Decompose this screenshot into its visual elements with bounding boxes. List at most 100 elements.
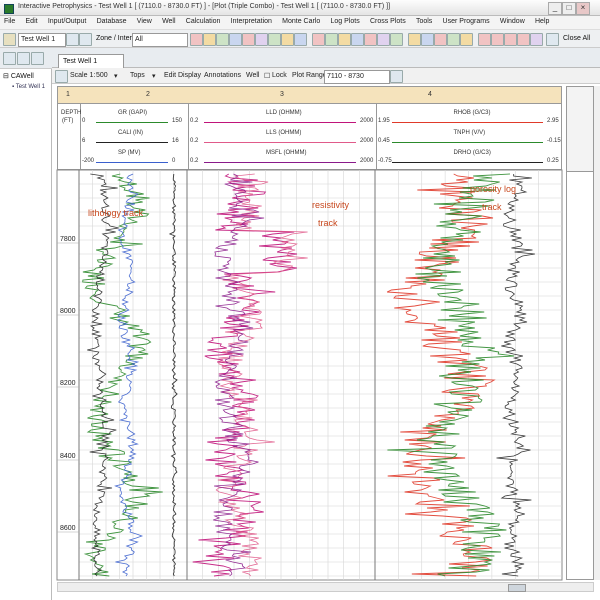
maximize-button[interactable]: □ bbox=[562, 2, 576, 15]
menu-bar: File Edit Input/Output Database View Wel… bbox=[0, 16, 600, 30]
track-number-3: 3 bbox=[280, 91, 284, 98]
tool-icon-19[interactable] bbox=[434, 33, 447, 46]
close-all-button[interactable]: Close All bbox=[563, 35, 591, 42]
tool-icon-10[interactable] bbox=[312, 33, 325, 46]
menu-user-programs[interactable]: User Programs bbox=[442, 18, 490, 25]
menu-view[interactable]: View bbox=[136, 18, 152, 25]
tool-icon-22[interactable] bbox=[478, 33, 491, 46]
tool-icon-25[interactable] bbox=[517, 33, 530, 46]
tool-icon-18[interactable] bbox=[421, 33, 434, 46]
interval-select[interactable]: All bbox=[132, 33, 188, 47]
track4-curve-max-0: 2.95 bbox=[547, 118, 559, 124]
tool-icon-21[interactable] bbox=[460, 33, 473, 46]
lls-curve bbox=[215, 173, 308, 577]
menu-calculation[interactable]: Calculation bbox=[185, 18, 221, 25]
menu-file[interactable]: File bbox=[4, 18, 16, 25]
plot-range-select[interactable]: 7110 - 8730 bbox=[324, 70, 390, 84]
scale-dropdown-icon[interactable]: ▾ bbox=[114, 73, 118, 80]
save-icon[interactable] bbox=[79, 33, 92, 46]
tool-icon-6[interactable] bbox=[255, 33, 268, 46]
minimize-button[interactable]: _ bbox=[548, 2, 562, 15]
tool-icon-23[interactable] bbox=[491, 33, 504, 46]
tool-icon-9[interactable] bbox=[294, 33, 307, 46]
menu-log-plots[interactable]: Log Plots bbox=[330, 18, 360, 25]
track3-curve-name-0: LLD (OHMM) bbox=[266, 110, 302, 116]
track2-curve-line-2 bbox=[96, 162, 168, 163]
help-icon[interactable] bbox=[546, 33, 559, 46]
close-button[interactable]: × bbox=[576, 2, 590, 15]
tree-tool-icon-3[interactable] bbox=[31, 52, 44, 65]
tool-icon-12[interactable] bbox=[338, 33, 351, 46]
depth-label-8000: 8000 bbox=[60, 308, 76, 315]
tool-icon-1[interactable] bbox=[190, 33, 203, 46]
msfl-curve bbox=[213, 173, 265, 577]
tool-icon-11[interactable] bbox=[325, 33, 338, 46]
menu-input-output[interactable]: Input/Output bbox=[47, 18, 87, 25]
track4-curve-min-2: -0.75 bbox=[378, 158, 392, 164]
tool-icon-5[interactable] bbox=[242, 33, 255, 46]
plot-toolbar: Scale 1: 500 ▾ Tops ▾ Edit Display Annot… bbox=[52, 68, 600, 84]
tool-icon-26[interactable] bbox=[530, 33, 543, 46]
horizontal-scrollbar[interactable] bbox=[57, 582, 594, 592]
tree-item-well[interactable]: ▪ Test Well 1 bbox=[12, 84, 45, 90]
tree-item-label: Test Well 1 bbox=[15, 84, 45, 90]
tree-tool-icon-1[interactable] bbox=[3, 52, 16, 65]
scale-value[interactable]: 500 bbox=[96, 72, 108, 79]
tab-test-well-1[interactable]: Test Well 1 bbox=[58, 54, 124, 69]
tops-button[interactable]: Tops bbox=[130, 72, 145, 79]
annotations-button[interactable]: Annotations bbox=[204, 72, 241, 79]
well-select[interactable]: Test Well 1 bbox=[18, 33, 66, 47]
menu-edit[interactable]: Edit bbox=[25, 18, 38, 25]
tool-icon-15[interactable] bbox=[377, 33, 390, 46]
track2-curve-max-1: 16 bbox=[172, 138, 179, 144]
track3-curve-max-2: 2000 bbox=[360, 158, 374, 164]
tool-icon-8[interactable] bbox=[281, 33, 294, 46]
menu-interpretation[interactable]: Interpretation bbox=[230, 18, 272, 25]
tree-root[interactable]: ⊟ CAWell bbox=[3, 72, 34, 80]
tops-dropdown-icon[interactable]: ▾ bbox=[152, 73, 156, 80]
tool-icon-13[interactable] bbox=[351, 33, 364, 46]
vertical-scrollbar[interactable] bbox=[594, 86, 600, 580]
track2-curve-name-1: CALI (IN) bbox=[118, 130, 144, 136]
track3-curve-line-1 bbox=[204, 142, 356, 143]
tool-icon-17[interactable] bbox=[408, 33, 421, 46]
gr-curve bbox=[82, 173, 163, 577]
open-icon[interactable] bbox=[66, 33, 79, 46]
expand-icon[interactable]: ⊟ bbox=[3, 73, 9, 80]
menu-tools[interactable]: Tools bbox=[415, 18, 433, 25]
tool-icon-16[interactable] bbox=[390, 33, 403, 46]
lock-checkbox[interactable]: ☐ bbox=[264, 73, 271, 80]
track2-curve-line-1 bbox=[96, 142, 168, 143]
menu-monte-carlo[interactable]: Monte Carlo bbox=[282, 18, 321, 25]
well-button[interactable]: Well bbox=[246, 72, 260, 79]
tool-icon-2[interactable] bbox=[203, 33, 216, 46]
tool-icon-7[interactable] bbox=[268, 33, 281, 46]
plot-range-apply-icon[interactable] bbox=[390, 70, 403, 83]
scroll-thumb[interactable] bbox=[508, 584, 526, 592]
track2-curve-min-2: -200 bbox=[82, 158, 95, 164]
track-number-header: 1 2 3 4 bbox=[57, 86, 562, 104]
tree-tool-icon-2[interactable] bbox=[17, 52, 30, 65]
drho-curve bbox=[496, 173, 535, 577]
new-icon[interactable] bbox=[3, 33, 16, 46]
menu-well[interactable]: Well bbox=[162, 18, 176, 25]
edit-display-button[interactable]: Edit Display bbox=[164, 72, 201, 79]
tool-icon-14[interactable] bbox=[364, 33, 377, 46]
tool-icon-4[interactable] bbox=[229, 33, 242, 46]
menu-window[interactable]: Window bbox=[499, 18, 525, 25]
track2-curve-name-2: SP (MV) bbox=[118, 150, 141, 156]
tool-icon-3[interactable] bbox=[216, 33, 229, 46]
document-tab-bar: Test Well 1 bbox=[52, 48, 600, 69]
tool-icon-24[interactable] bbox=[504, 33, 517, 46]
menu-cross-plots[interactable]: Cross Plots bbox=[369, 18, 406, 25]
tree-toolbar bbox=[0, 48, 52, 69]
menu-help[interactable]: Help bbox=[535, 18, 550, 25]
well-tree-panel: ⊟ CAWell ▪ Test Well 1 bbox=[0, 48, 52, 600]
tool-icon-20[interactable] bbox=[447, 33, 460, 46]
menu-database[interactable]: Database bbox=[96, 18, 127, 25]
annotation-porosity-line2: track bbox=[482, 202, 502, 212]
depth-header: DEPTH bbox=[61, 110, 82, 116]
annotation-lithology: lithology track bbox=[88, 208, 144, 218]
plot-tool-icon[interactable] bbox=[55, 70, 68, 83]
